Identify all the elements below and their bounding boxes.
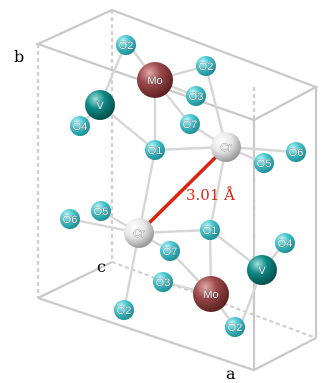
- atom-v-right: V: [247, 255, 277, 285]
- axis-label-b: b: [14, 47, 24, 66]
- atom-sphere-o: [145, 140, 165, 160]
- atom-sphere-o: [254, 153, 274, 173]
- atom-label: O1: [203, 225, 218, 237]
- atom-sphere-v: [85, 90, 115, 120]
- atom-sphere-o: [186, 86, 206, 106]
- atom-label: V: [96, 100, 104, 112]
- atom-o3-top: O3: [186, 86, 206, 106]
- atom-label: O6: [289, 147, 304, 159]
- atom-sphere-o: [60, 209, 80, 229]
- atom-o4-left: O4: [70, 116, 90, 136]
- atom-cr-bottom: Cr: [124, 218, 154, 248]
- atom-o7-top: O7: [180, 114, 200, 134]
- atom-label: O2: [199, 61, 214, 73]
- atoms: O2 O2 Mo O3 V O4 O7 O1 Cr O5 O6 O5 O6 Cr O1 O7 O3 O4 V Mo O2…: [60, 35, 306, 337]
- atom-sphere-o: [196, 56, 216, 76]
- atom-label: O4: [278, 238, 293, 250]
- atom-o3-bottom: O3: [153, 272, 173, 292]
- atom-label: O2: [119, 40, 134, 52]
- atom-o7-bottom: O7: [160, 241, 180, 261]
- atom-label: V: [258, 265, 266, 277]
- atom-v-left: V: [85, 90, 115, 120]
- atom-label: O7: [183, 119, 198, 131]
- atom-mo-top: Mo: [137, 62, 173, 98]
- atom-label: O4: [73, 121, 88, 133]
- atom-label: O2: [117, 305, 132, 317]
- atom-label: O3: [189, 91, 204, 103]
- atom-sphere-mo: [193, 276, 229, 312]
- atom-o6-right: O6: [286, 142, 306, 162]
- axis-label-c: c: [97, 257, 106, 276]
- atom-label: Cr: [133, 228, 145, 240]
- cell-edge: [37, 261, 113, 299]
- distance-label: 3.01 Å: [186, 186, 235, 204]
- atom-sphere-o: [116, 35, 136, 55]
- atom-sphere-o: [200, 220, 220, 240]
- atom-o2-bottom-left: O2: [114, 300, 134, 320]
- atom-label: O2: [228, 322, 243, 334]
- atom-sphere-o: [275, 233, 295, 253]
- atom-o1-bottom: O1: [200, 220, 220, 240]
- atom-sphere-o: [91, 201, 111, 221]
- atom-o4-right: O4: [275, 233, 295, 253]
- atom-o1-top: O1: [145, 140, 165, 160]
- unit-cell: [35, 8, 319, 372]
- atom-o2-bottom-right: O2: [225, 317, 245, 337]
- atom-sphere-cr: [124, 218, 154, 248]
- atom-sphere-o: [180, 114, 200, 134]
- atom-sphere-mo: [137, 62, 173, 98]
- atom-label: O6: [63, 214, 78, 226]
- atom-o6-left: O6: [60, 209, 80, 229]
- cr-cr-distance-line: [137, 145, 228, 235]
- atom-label: O7: [163, 246, 178, 258]
- atom-sphere-o: [225, 317, 245, 337]
- atom-sphere-o: [70, 116, 90, 136]
- atom-sphere-o: [114, 300, 134, 320]
- atom-sphere-o: [160, 241, 180, 261]
- atom-sphere-o: [286, 142, 306, 162]
- atom-cr-top: Cr: [211, 132, 241, 162]
- axis-label-a: a: [226, 364, 236, 383]
- atom-label: O5: [94, 206, 109, 218]
- atom-sphere-cr: [211, 132, 241, 162]
- atom-o5-right: O5: [254, 153, 274, 173]
- atom-label: Mo: [147, 75, 162, 87]
- atom-label: Cr: [220, 142, 232, 154]
- atom-mo-bottom: Mo: [193, 276, 229, 312]
- cell-top-face: [35, 8, 319, 122]
- atom-label: Mo: [203, 289, 218, 301]
- atom-label: O3: [156, 277, 171, 289]
- atom-sphere-o: [153, 272, 173, 292]
- atom-o2-top-right: O2: [196, 56, 216, 76]
- atom-label: O5: [257, 158, 272, 170]
- cell-bottom-face: [37, 296, 317, 372]
- atom-o5-left: O5: [91, 201, 111, 221]
- atom-sphere-v: [247, 255, 277, 285]
- atom-o2-top-left: O2: [116, 35, 136, 55]
- atom-label: O1: [148, 145, 163, 157]
